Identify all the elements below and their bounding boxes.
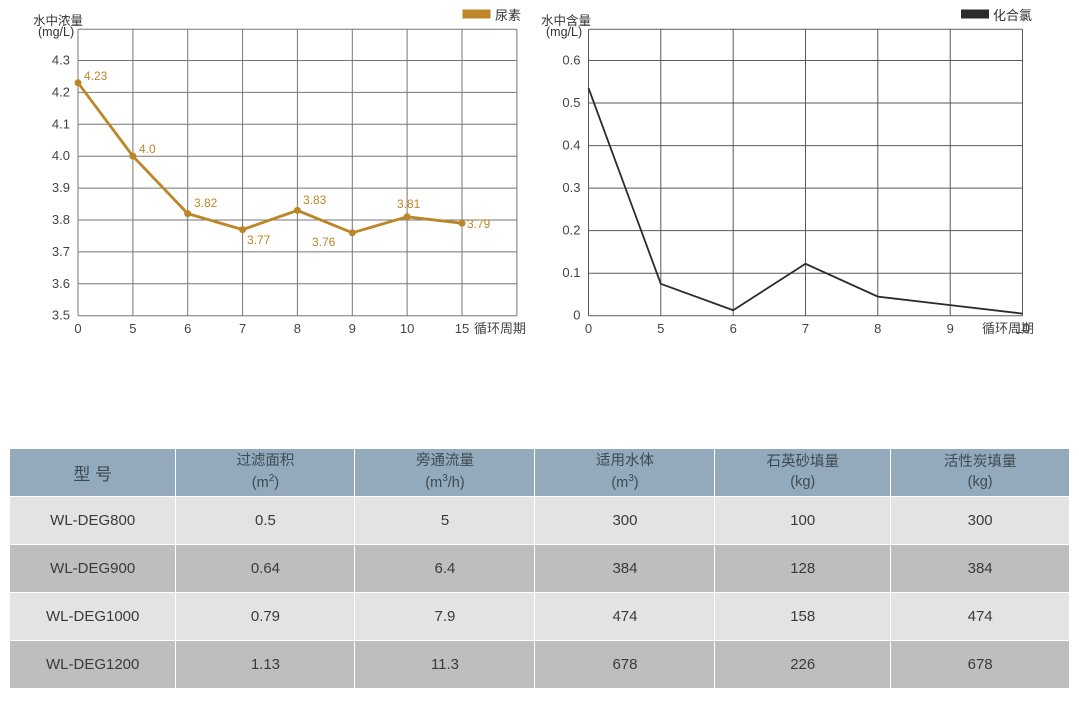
svg-text:10: 10 [400,321,414,336]
svg-text:循环周期: 循环周期 [474,321,526,336]
svg-text:4.23: 4.23 [84,69,108,83]
svg-text:9: 9 [349,321,356,336]
svg-text:0.1: 0.1 [562,265,580,280]
svg-text:3.77: 3.77 [247,233,271,247]
svg-text:化合氯: 化合氯 [993,8,1032,23]
svg-text:5: 5 [657,321,664,336]
svg-text:3.76: 3.76 [312,235,336,249]
svg-text:9: 9 [947,321,954,336]
svg-text:0: 0 [573,308,580,323]
svg-text:3.9: 3.9 [52,180,70,195]
svg-text:3.6: 3.6 [52,276,70,291]
svg-text:3.83: 3.83 [303,193,327,207]
svg-text:8: 8 [874,321,881,336]
svg-text:8: 8 [294,321,301,336]
svg-text:0.5: 0.5 [562,95,580,110]
svg-text:0.3: 0.3 [562,180,580,195]
svg-text:4.0: 4.0 [52,148,70,163]
svg-text:15: 15 [455,321,469,336]
svg-text:6: 6 [730,321,737,336]
svg-text:0: 0 [585,321,592,336]
svg-text:3.7: 3.7 [52,244,70,259]
svg-text:7: 7 [802,321,809,336]
svg-text:5: 5 [129,321,136,336]
svg-text:3.82: 3.82 [194,196,218,210]
svg-text:循环周期: 循环周期 [982,321,1034,336]
svg-text:3.5: 3.5 [52,308,70,323]
svg-text:4.0: 4.0 [139,142,156,156]
svg-text:4.3: 4.3 [52,53,70,68]
svg-text:4.1: 4.1 [52,116,70,131]
svg-text:0.2: 0.2 [562,223,580,238]
svg-text:0.6: 0.6 [562,53,580,68]
svg-text:3.81: 3.81 [397,197,421,211]
svg-text:0.4: 0.4 [562,138,580,153]
svg-text:6: 6 [184,321,191,336]
svg-text:7: 7 [239,321,246,336]
svg-text:3.79: 3.79 [467,217,491,231]
svg-text:(mg/L): (mg/L) [546,25,582,39]
svg-text:0: 0 [74,321,81,336]
svg-text:(mg/L): (mg/L) [38,25,74,39]
svg-text:4.2: 4.2 [52,84,70,99]
svg-text:3.8: 3.8 [52,212,70,227]
svg-text:尿素: 尿素 [495,8,521,23]
